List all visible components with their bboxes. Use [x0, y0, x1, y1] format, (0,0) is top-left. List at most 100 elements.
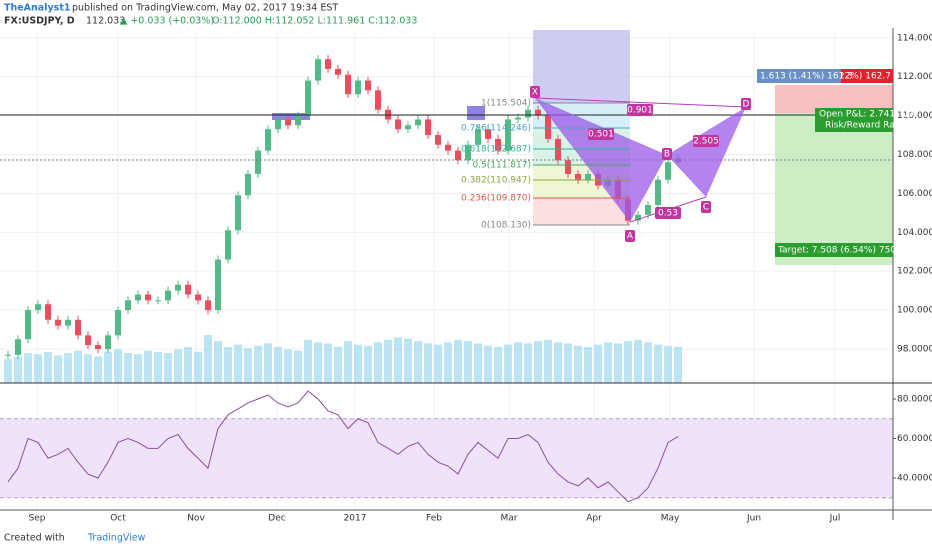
- candle-body: [415, 119, 421, 126]
- volume-bar: [214, 341, 222, 383]
- volume-bar: [604, 342, 612, 383]
- point-label: A: [627, 232, 634, 242]
- point-tag: [701, 201, 711, 213]
- candle-body: [375, 90, 381, 110]
- ratio-label: 0.901: [627, 106, 653, 116]
- x-tick-label: Jul: [829, 514, 841, 524]
- candle-body: [35, 304, 41, 311]
- x-tick-label: Dec: [268, 514, 285, 524]
- volume-bar: [444, 342, 452, 383]
- fib-label: 0.5(111.817): [472, 161, 531, 171]
- x-tick-label: Feb: [426, 514, 442, 524]
- y-tick-label: 108.0000: [897, 150, 932, 160]
- volume-bar: [254, 345, 262, 383]
- candle-body: [515, 117, 521, 120]
- ohlc: O:112.000 H:112.052 L:111.961 C:112.033: [212, 16, 417, 27]
- candle-body: [45, 304, 51, 320]
- volume-bar: [644, 342, 652, 383]
- candle-body: [365, 80, 371, 91]
- volume-bar: [294, 350, 302, 383]
- volume-bar: [384, 339, 392, 383]
- y-tick-label: 114.0000: [897, 33, 932, 43]
- volume-bar: [474, 343, 482, 383]
- candle-body: [545, 115, 551, 139]
- candle-body: [585, 173, 591, 180]
- volume-bar: [624, 341, 632, 383]
- volume-bar: [74, 350, 82, 383]
- candle-body: [335, 68, 341, 75]
- volume-bar: [614, 343, 622, 383]
- volume-bar: [314, 342, 322, 383]
- candle-body: [405, 125, 411, 130]
- volume-bar: [374, 342, 382, 383]
- y-tick-label: 110.0000: [897, 111, 932, 121]
- author[interactable]: TheAnalyst1: [4, 3, 70, 14]
- fib-label: 0.382(110.947): [461, 176, 531, 186]
- candle-body: [525, 109, 531, 118]
- volume-bar: [394, 337, 402, 383]
- candle-body: [555, 138, 561, 161]
- candle-body: [635, 214, 641, 221]
- candle-body: [5, 354, 11, 356]
- rsi-line: [7, 390, 679, 503]
- brand[interactable]: TradingView: [87, 533, 146, 544]
- volume-bar: [244, 348, 252, 383]
- target-zone: [775, 113, 893, 265]
- candle-body: [115, 310, 121, 336]
- candle-body: [225, 230, 231, 260]
- symbol: FX:USDJPY, D: [4, 16, 75, 27]
- point-tag: [662, 148, 672, 160]
- x-tick-label: May: [661, 514, 680, 524]
- volume-bar: [484, 345, 492, 383]
- volume-bar: [514, 342, 522, 383]
- volume-bar: [664, 345, 672, 383]
- volume-bar: [454, 339, 462, 383]
- volume-bar: [24, 353, 32, 383]
- y-tick-label: 102.0000: [897, 267, 932, 277]
- rr-label: Risk/Reward Ratio: [825, 121, 907, 131]
- y-tick-label: 98.0000: [897, 344, 932, 354]
- candle-body: [355, 80, 361, 95]
- volume-bar: [284, 349, 292, 383]
- candle-body: [275, 119, 281, 130]
- candle-body: [475, 129, 481, 145]
- volume-bar: [334, 347, 342, 383]
- candle-body: [145, 294, 151, 301]
- candle-body: [345, 74, 351, 95]
- candle-body: [535, 109, 541, 116]
- volume-bar: [184, 347, 192, 383]
- volume-bar: [344, 341, 352, 383]
- candle-body: [465, 144, 471, 161]
- y-tick-label: 106.0000: [897, 189, 932, 199]
- volume-bar: [324, 343, 332, 383]
- candle-body: [205, 300, 211, 311]
- y-tick-label: 112.0000: [897, 72, 932, 82]
- candle-body: [575, 173, 581, 180]
- volume-bar: [14, 356, 22, 383]
- candle-body: [255, 150, 261, 174]
- rsi-tick-label: 40.0000: [897, 473, 932, 483]
- candle-body: [75, 319, 81, 336]
- point-label: B: [664, 150, 670, 160]
- volume-bar: [144, 350, 152, 383]
- volume-bar: [564, 343, 572, 383]
- candle-body: [175, 284, 181, 291]
- volume-bar: [634, 339, 642, 383]
- candle-body: [265, 129, 271, 151]
- x-tick-label: Apr: [586, 514, 602, 524]
- x-tick-label: Oct: [110, 514, 126, 524]
- volume-bar: [114, 349, 122, 383]
- volume-bar: [134, 354, 142, 383]
- fib-label: 0(108.130): [481, 221, 531, 231]
- candle-body: [445, 144, 451, 151]
- candle-body: [455, 150, 461, 161]
- pnl-label: Open P&L: 2.741, Qty: [819, 110, 917, 120]
- volume-bar: [524, 343, 532, 383]
- volume-bar: [84, 354, 92, 383]
- candle-body: [95, 345, 101, 349]
- volume-bar: [354, 344, 362, 383]
- candle-body: [485, 129, 491, 139]
- target-tag: [775, 243, 893, 257]
- candle-body: [25, 310, 31, 340]
